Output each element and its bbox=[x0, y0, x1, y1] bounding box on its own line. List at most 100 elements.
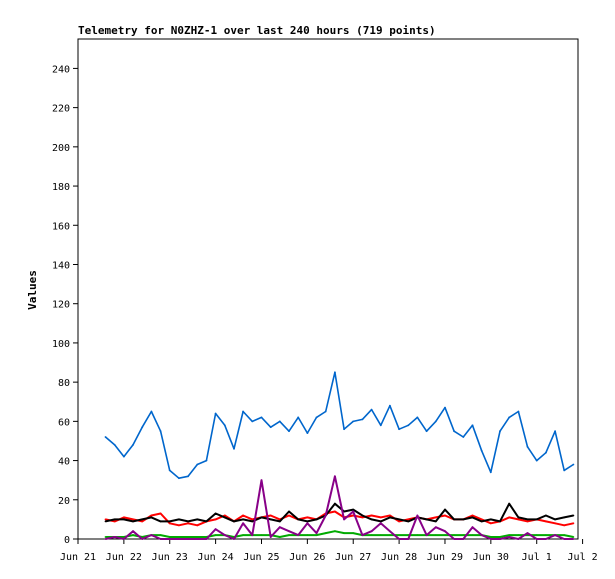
data-point bbox=[554, 522, 556, 525]
x-tick-label: Jun 22 bbox=[106, 552, 142, 563]
data-point bbox=[159, 520, 162, 523]
data-point bbox=[489, 538, 492, 540]
data-point bbox=[398, 534, 400, 536]
data-point bbox=[416, 416, 419, 419]
data-point bbox=[370, 530, 373, 533]
data-point bbox=[407, 538, 410, 540]
data-point bbox=[434, 420, 437, 423]
data-point bbox=[260, 516, 263, 519]
data-point bbox=[352, 532, 355, 534]
data-point bbox=[352, 510, 355, 513]
data-point bbox=[233, 520, 235, 523]
y-tick-label: 20 bbox=[58, 496, 70, 507]
data-point bbox=[306, 516, 309, 519]
data-point bbox=[196, 463, 199, 466]
data-point bbox=[398, 428, 400, 431]
data-point bbox=[343, 532, 345, 534]
series-line-1 bbox=[105, 510, 574, 527]
data-point bbox=[471, 534, 474, 536]
data-point bbox=[480, 449, 483, 452]
data-point bbox=[545, 514, 547, 517]
data-point bbox=[370, 408, 373, 411]
data-point bbox=[306, 534, 309, 536]
data-point bbox=[434, 520, 437, 523]
x-tick-label: Jun 25 bbox=[243, 552, 279, 563]
data-point bbox=[462, 436, 465, 438]
data-point bbox=[196, 536, 199, 538]
data-point bbox=[554, 430, 556, 433]
data-point bbox=[205, 459, 208, 462]
data-point bbox=[526, 518, 529, 521]
data-point bbox=[104, 518, 107, 521]
data-point bbox=[205, 538, 208, 540]
data-point bbox=[159, 430, 162, 433]
data-point bbox=[242, 514, 245, 517]
data-point bbox=[563, 534, 566, 536]
data-point bbox=[150, 410, 153, 413]
data-point bbox=[104, 520, 107, 523]
data-point bbox=[334, 371, 336, 374]
data-point bbox=[471, 424, 474, 427]
y-tick-label: 40 bbox=[58, 457, 70, 468]
data-point bbox=[251, 518, 254, 521]
data-point bbox=[508, 534, 511, 536]
y-tick-label: 100 bbox=[52, 339, 70, 350]
y-tick-label: 140 bbox=[52, 260, 70, 271]
data-point bbox=[315, 532, 318, 534]
data-point bbox=[480, 534, 483, 536]
x-tick-label: Jun 30 bbox=[473, 552, 509, 563]
data-point bbox=[104, 536, 107, 538]
data-point bbox=[251, 520, 254, 523]
series-line-2 bbox=[105, 502, 574, 523]
data-point bbox=[187, 538, 190, 540]
data-point bbox=[334, 530, 336, 533]
data-point bbox=[526, 534, 529, 536]
data-point bbox=[572, 463, 575, 466]
data-point bbox=[462, 538, 465, 540]
data-point bbox=[517, 410, 520, 413]
data-point bbox=[489, 522, 492, 525]
data-point bbox=[288, 530, 290, 533]
data-point bbox=[343, 518, 345, 521]
data-point bbox=[444, 508, 446, 511]
data-point bbox=[545, 538, 547, 540]
data-point bbox=[545, 520, 547, 523]
data-point bbox=[545, 451, 547, 454]
data-point bbox=[242, 410, 245, 413]
data-point bbox=[196, 518, 199, 521]
data-point bbox=[334, 475, 336, 478]
data-point bbox=[480, 520, 483, 523]
data-point bbox=[398, 518, 400, 521]
data-point bbox=[526, 520, 529, 523]
y-tick-label: 220 bbox=[52, 104, 70, 115]
data-point bbox=[288, 514, 290, 517]
data-point bbox=[563, 469, 566, 472]
data-point bbox=[343, 510, 345, 513]
data-point bbox=[269, 536, 272, 538]
data-point bbox=[269, 514, 272, 517]
data-point bbox=[361, 418, 364, 421]
data-point bbox=[269, 426, 272, 429]
data-point bbox=[196, 524, 199, 527]
data-point bbox=[233, 538, 235, 540]
data-point bbox=[499, 538, 501, 540]
data-point bbox=[361, 516, 364, 519]
data-point bbox=[260, 534, 263, 536]
data-point bbox=[453, 538, 455, 540]
data-point bbox=[508, 502, 511, 505]
data-point bbox=[223, 514, 226, 517]
data-point bbox=[315, 416, 318, 419]
data-point bbox=[132, 534, 134, 536]
data-point bbox=[407, 518, 410, 521]
data-point bbox=[315, 518, 318, 521]
data-point bbox=[168, 522, 171, 525]
data-point bbox=[535, 538, 538, 540]
data-point bbox=[113, 520, 116, 523]
data-point bbox=[214, 528, 217, 531]
x-tick-label: Jul 2 bbox=[568, 552, 598, 563]
x-tick-label: Jun 26 bbox=[289, 552, 325, 563]
y-axis: 0 20 40 60 80 100 120 140 160 180 200 220 240 bbox=[52, 64, 78, 546]
data-point bbox=[389, 514, 391, 517]
data-point bbox=[113, 518, 116, 521]
